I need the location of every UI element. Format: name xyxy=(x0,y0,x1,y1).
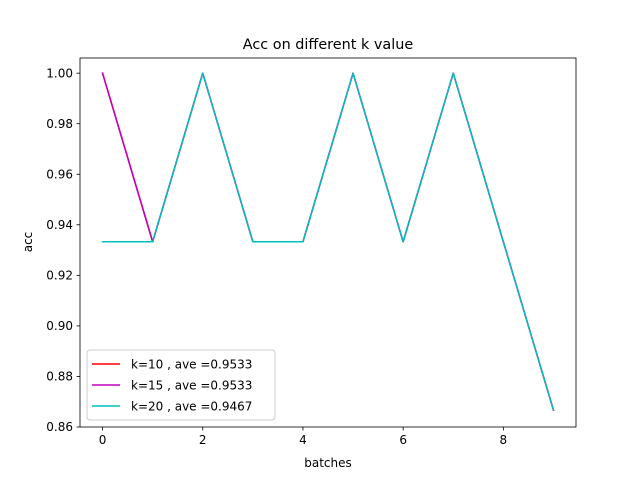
series-lines xyxy=(101,72,555,412)
y-axis-ticks: 0.86 0.88 0.90 0.92 0.94 0.96 0.98 1.00 xyxy=(46,66,80,434)
legend-label-3: k=20 , ave =0.9467 xyxy=(131,399,252,413)
chart-title: Acc on different k value xyxy=(243,37,414,53)
y-tick-label: 0.96 xyxy=(46,167,73,181)
y-tick-label: 0.98 xyxy=(46,117,73,131)
y-tick-label: 0.94 xyxy=(46,218,73,232)
x-tick-label: 6 xyxy=(399,433,407,447)
legend-label-1: k=10 , ave =0.9533 xyxy=(131,357,252,371)
x-tick-label: 4 xyxy=(299,433,307,447)
y-tick-label: 0.88 xyxy=(46,370,73,384)
legend-box xyxy=(86,349,276,421)
plot-frame xyxy=(79,57,577,428)
y-axis-label: acc xyxy=(21,232,35,253)
x-tick-label: 8 xyxy=(500,433,508,447)
y-tick-label: 1.00 xyxy=(46,66,73,80)
y-tick-label: 0.86 xyxy=(46,420,73,434)
series-line-3 xyxy=(101,72,555,412)
x-axis-label: batches xyxy=(304,456,352,470)
legend-label-2: k=15 , ave =0.9533 xyxy=(131,378,252,392)
x-tick-label: 0 xyxy=(99,433,107,447)
y-tick-label: 0.92 xyxy=(46,269,73,283)
x-tick-label: 2 xyxy=(199,433,207,447)
x-axis-ticks: 0 2 4 6 8 xyxy=(99,427,507,447)
y-tick-label: 0.90 xyxy=(46,319,73,333)
legend: k=10 , ave =0.9533 k=15 , ave =0.9533 k=20… xyxy=(86,349,276,421)
